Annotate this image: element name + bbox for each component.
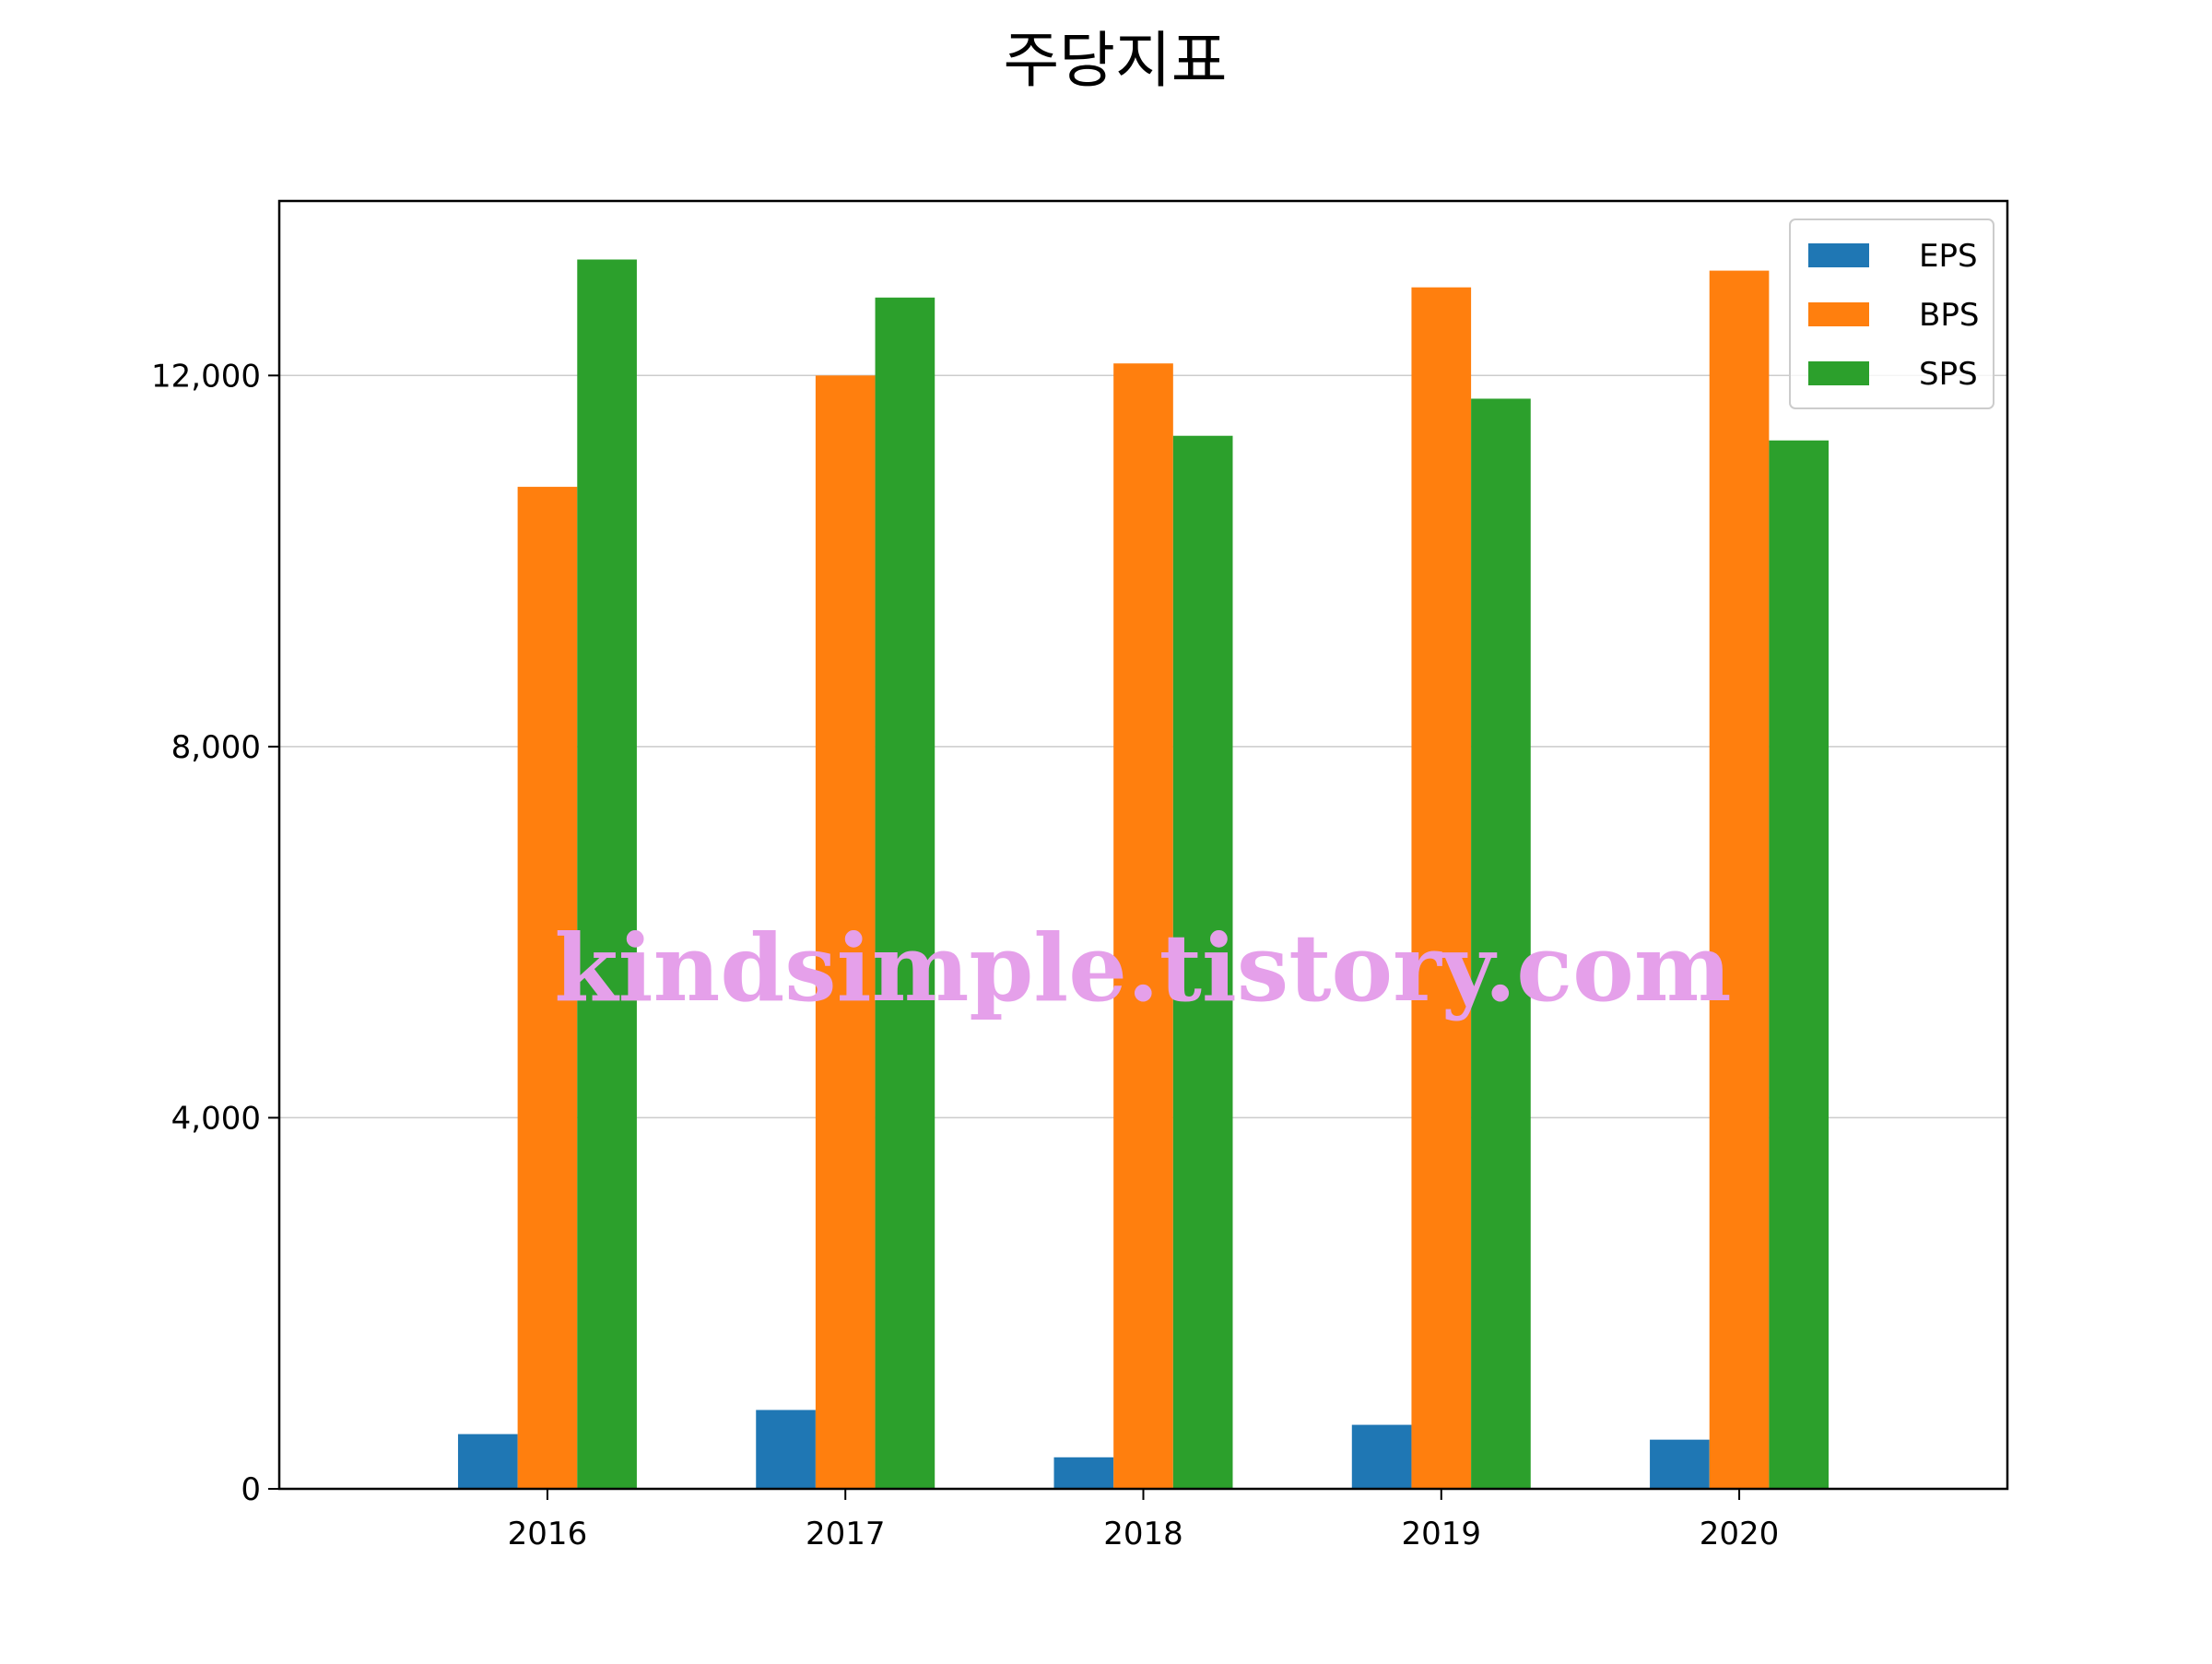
bar-sps-2019 [1471, 398, 1531, 1489]
bar-bps-2020 [1709, 270, 1770, 1489]
legend-label: BPS [1919, 297, 1979, 334]
bar-bps-2017 [815, 375, 876, 1489]
legend-swatch-sps [1808, 361, 1869, 385]
watermark: kindsimple.tistory.com [554, 914, 1731, 1022]
bar-sps-2016 [577, 259, 637, 1489]
bar-eps-2020 [1650, 1439, 1710, 1489]
x-tick-label: 2019 [1402, 1516, 1482, 1552]
bar-eps-2018 [1053, 1457, 1114, 1489]
bar-bps-2016 [517, 487, 578, 1489]
legend: EPS BPS SPS [1789, 218, 1994, 409]
legend-label: EPS [1919, 238, 1978, 275]
bar-bps-2019 [1411, 287, 1472, 1490]
y-tick-label: 0 [241, 1471, 261, 1508]
bar-eps-2017 [756, 1410, 816, 1489]
x-tick-label: 2016 [508, 1516, 588, 1552]
y-tick-label: 12,000 [151, 358, 261, 395]
y-tick-label: 4,000 [171, 1100, 261, 1137]
bar-sps-2018 [1172, 435, 1233, 1489]
x-tick-label: 2017 [806, 1516, 886, 1552]
bar-eps-2016 [457, 1434, 518, 1489]
x-tick-label: 2018 [1103, 1516, 1183, 1552]
y-axis: 0 4,000 8,000 12,000 [151, 358, 279, 1508]
legend-swatch-eps [1808, 243, 1869, 267]
x-tick-label: 2020 [1700, 1516, 1780, 1552]
bar-bps-2018 [1113, 363, 1173, 1490]
legend-label: SPS [1919, 356, 1978, 393]
bar-sps-2017 [875, 297, 935, 1489]
chart-title: 주당지표 [1004, 25, 1228, 96]
x-axis: 2016 2017 2018 2019 2020 [508, 1489, 1780, 1552]
legend-swatch-bps [1808, 302, 1869, 326]
bar-sps-2020 [1769, 440, 1830, 1489]
bar-eps-2019 [1351, 1424, 1412, 1489]
bars [457, 259, 1830, 1490]
y-tick-label: 8,000 [171, 729, 261, 766]
